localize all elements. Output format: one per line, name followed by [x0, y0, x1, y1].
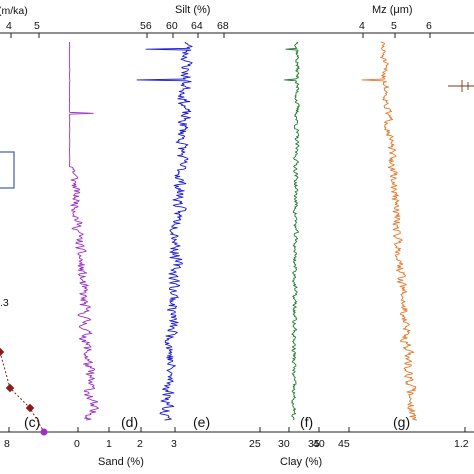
silt-tick-label: 56 [140, 20, 152, 32]
rate-end-point [40, 428, 48, 436]
silt-tick-label: 68 [217, 20, 229, 32]
silt-bottom-tick-label: 3 [171, 438, 177, 450]
mz-line [361, 41, 417, 421]
sand-tick-label: 0 [74, 438, 80, 450]
panel-label-f: (f) [300, 414, 313, 430]
h-bottom-tick-label: 1.2 [454, 438, 469, 450]
clay-tick-label: 35 [308, 438, 320, 450]
rate-point [25, 403, 35, 413]
rate-annotation: .3 [0, 297, 9, 309]
clay-tick-label: 40 [313, 438, 325, 450]
clay-series [283, 41, 300, 421]
panel-label-e: (e) [193, 414, 210, 430]
panel-label-d: (d) [121, 414, 138, 430]
rate-bottom-tick-label: 8 [4, 438, 10, 450]
rate-point [0, 347, 5, 357]
mz-tick-label: 6 [426, 20, 432, 32]
mz-series [361, 41, 417, 421]
bottom-ticks [8, 427, 466, 432]
rate-series [0, 347, 48, 436]
silt-line [136, 42, 193, 421]
rate-point [5, 383, 15, 393]
sand-line [68, 41, 99, 421]
sand-tick-label: 2 [137, 438, 143, 450]
highlight-box [0, 151, 15, 189]
clay-tick-label: 25 [249, 438, 261, 450]
mz-tick-label: 5 [391, 20, 397, 32]
top-ticks [10, 33, 431, 38]
clay-line [283, 41, 300, 421]
panel-label-g: (g) [393, 414, 410, 430]
clay-tick-label: 30 [278, 438, 290, 450]
clay-tick-label: 45 [338, 438, 350, 450]
silt-axis-title: Silt (%) [175, 4, 210, 16]
sand-tick-label: 1 [106, 438, 112, 450]
top-tick-label: (m/ka) [0, 5, 28, 17]
sand-axis-title: Sand (%) [98, 456, 144, 468]
clay-axis-title: Clay (%) [280, 456, 322, 468]
top-tick-label: 5 [34, 20, 40, 32]
sand-series [68, 41, 99, 421]
top-tick-label: 4 [6, 20, 12, 32]
silt-tick-label: 60 [166, 20, 178, 32]
silt-series [136, 42, 193, 421]
h-series [448, 80, 474, 92]
mz-tick-label: 4 [359, 20, 365, 32]
h-line [448, 80, 474, 92]
silt-tick-label: 64 [191, 20, 203, 32]
mz-axis-title: Mz (μm) [372, 4, 413, 16]
